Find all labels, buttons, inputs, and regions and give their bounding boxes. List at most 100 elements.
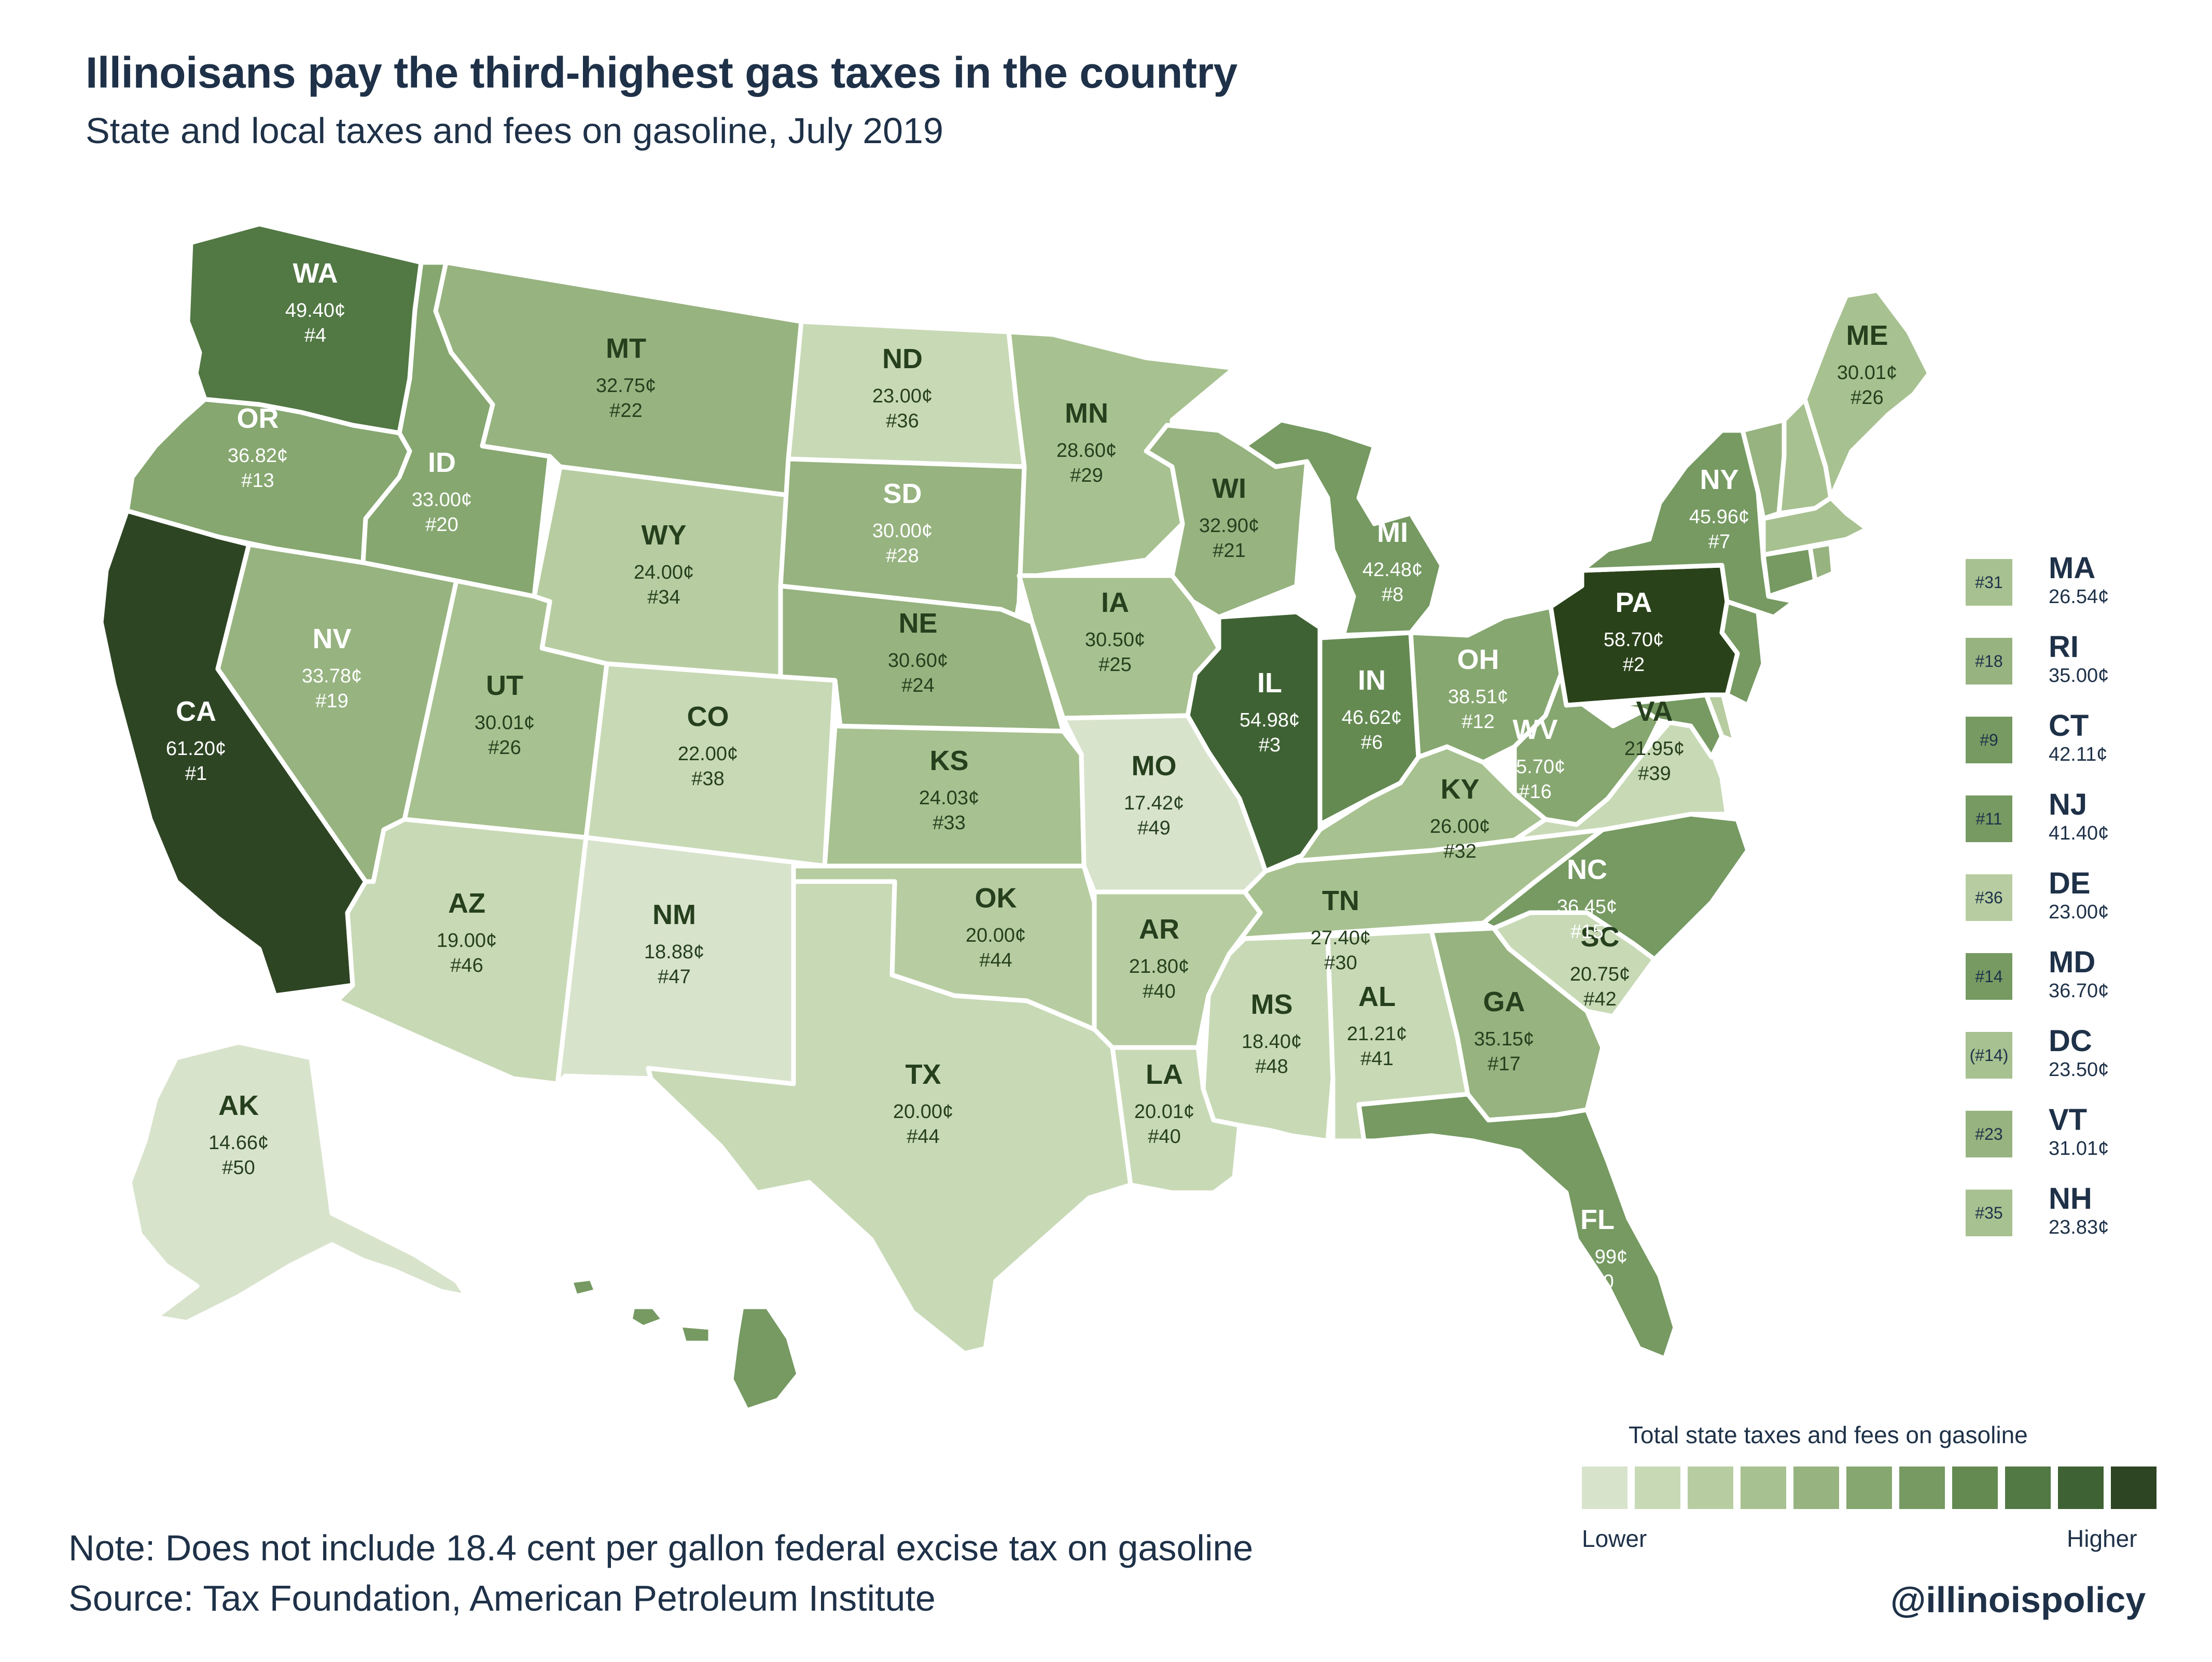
small-state-row: #14 MD 36.70¢ <box>1966 944 2183 1023</box>
small-state-value: 41.40¢ <box>2049 822 2109 844</box>
state-value-sc: 20.75¢ <box>1570 963 1630 985</box>
state-rank-ks: #33 <box>933 812 965 834</box>
state-rank-ga: #17 <box>1487 1053 1520 1075</box>
state-label-hi: HI <box>641 1336 669 1367</box>
legend-swatch <box>1635 1467 1680 1509</box>
small-state-abbr: CT <box>2049 709 2089 743</box>
state-value-mn: 28.60¢ <box>1056 440 1117 462</box>
legend-swatch <box>1899 1467 1945 1509</box>
state-value-ca: 61.20¢ <box>166 738 226 760</box>
state-il <box>1185 609 1323 874</box>
state-value-ky: 26.00¢ <box>1430 816 1490 837</box>
small-state-swatch: (#14) <box>1966 1032 2012 1079</box>
state-label-wv: WV <box>1513 714 1558 745</box>
state-label-pa: PA <box>1615 587 1652 618</box>
legend-swatch <box>1688 1467 1733 1509</box>
state-rank-ak: #50 <box>222 1157 255 1179</box>
legend-swatch <box>1741 1467 1786 1509</box>
small-states-list: #31 MA 26.54¢ #18 RI 35.00¢ #9 CT 42.11¢… <box>1966 550 2183 1259</box>
state-label-ky: KY <box>1440 774 1479 805</box>
footnote: Note: Does not include 18.4 cent per gal… <box>68 1528 1254 1568</box>
small-state-abbr: RI <box>2049 630 2079 664</box>
small-state-swatch: #31 <box>1966 559 2012 606</box>
state-value-ms: 18.40¢ <box>1242 1031 1302 1053</box>
state-value-mo: 17.42¢ <box>1124 792 1184 814</box>
state-value-nd: 23.00¢ <box>872 385 933 407</box>
state-rank-ne: #24 <box>901 675 934 696</box>
state-label-il: IL <box>1257 667 1282 699</box>
state-rank-mn: #29 <box>1070 465 1103 486</box>
legend-swatch <box>1582 1467 1627 1509</box>
state-value-tx: 20.00¢ <box>893 1101 953 1123</box>
state-label-ny: NY <box>1700 464 1738 495</box>
state-rank-tn: #30 <box>1324 952 1357 974</box>
state-rank-nm: #47 <box>658 966 690 988</box>
state-value-hi: 48.25¢ <box>624 1378 685 1400</box>
state-rank-sd: #28 <box>886 545 919 567</box>
state-label-mi: MI <box>1377 517 1408 548</box>
state-label-mo: MO <box>1132 750 1177 781</box>
state-la <box>1110 1045 1242 1195</box>
small-state-abbr: NH <box>2049 1182 2092 1216</box>
state-value-ne: 30.60¢ <box>888 650 948 672</box>
state-label-tx: TX <box>905 1059 941 1090</box>
state-label-ks: KS <box>929 745 968 776</box>
legend-low-label: Lower <box>1582 1525 1647 1552</box>
source-line: Source: Tax Foundation, American Petrole… <box>68 1578 936 1618</box>
state-rank-in: #6 <box>1361 732 1383 753</box>
state-label-in: IN <box>1358 665 1386 696</box>
state-label-la: LA <box>1146 1059 1183 1090</box>
state-label-tn: TN <box>1322 885 1359 916</box>
state-label-fl: FL <box>1580 1204 1615 1235</box>
social-handle: @illinoispolicy <box>1890 1580 2146 1620</box>
state-value-oh: 38.51¢ <box>1448 686 1508 708</box>
state-label-ut: UT <box>486 670 523 701</box>
state-label-oh: OH <box>1457 644 1499 675</box>
state-rank-mo: #49 <box>1137 817 1170 839</box>
state-rank-tx: #44 <box>907 1126 939 1148</box>
small-state-row: #23 VT 31.01¢ <box>1966 1101 2183 1180</box>
state-value-nm: 18.88¢ <box>644 941 704 963</box>
state-wi <box>1144 423 1310 620</box>
state-label-ia: IA <box>1101 587 1129 618</box>
legend-swatch <box>2111 1467 2157 1509</box>
small-state-abbr: VT <box>2049 1103 2088 1137</box>
state-label-or: OR <box>237 403 279 434</box>
state-rank-nv: #19 <box>315 690 348 712</box>
legend-scale <box>1582 1467 2157 1509</box>
state-label-sd: SD <box>883 478 922 509</box>
state-value-wi: 32.90¢ <box>1199 515 1259 537</box>
state-rank-hi: #5 <box>644 1403 665 1425</box>
state-rank-ms: #48 <box>1255 1056 1288 1078</box>
legend-swatch <box>2058 1467 2104 1509</box>
state-value-ar: 21.80¢ <box>1129 956 1189 977</box>
state-value-nv: 33.78¢ <box>302 665 362 687</box>
state-label-va: VA <box>1636 696 1673 727</box>
state-label-ak: AK <box>218 1090 259 1121</box>
state-rank-ar: #40 <box>1143 981 1175 1002</box>
state-label-mt: MT <box>606 333 646 364</box>
state-rank-sc: #42 <box>1583 988 1616 1010</box>
legend-swatch <box>2005 1467 2051 1509</box>
state-value-mt: 32.75¢ <box>596 375 656 397</box>
state-value-ak: 14.66¢ <box>208 1132 269 1154</box>
state-value-id: 33.00¢ <box>412 489 472 511</box>
small-state-value: 31.01¢ <box>2049 1138 2109 1160</box>
state-value-wv: 35.70¢ <box>1505 756 1565 778</box>
small-state-row: #31 MA 26.54¢ <box>1966 550 2183 629</box>
state-rank-wa: #4 <box>304 325 326 346</box>
state-hi <box>568 1276 801 1413</box>
state-label-wa: WA <box>293 258 338 289</box>
legend-title: Total state taxes and fees on gasoline <box>1629 1421 2028 1448</box>
state-label-nv: NV <box>312 623 351 654</box>
state-label-co: CO <box>687 701 729 732</box>
state-rank-mi: #8 <box>1382 584 1403 606</box>
small-state-swatch: #18 <box>1966 638 2012 685</box>
state-rank-fl: #10 <box>1581 1271 1613 1293</box>
state-co <box>583 661 838 869</box>
map-title: Illinoisans pay the third-highest gas ta… <box>86 48 1237 97</box>
small-state-row: #11 NJ 41.40¢ <box>1966 786 2183 865</box>
small-state-value: 23.83¢ <box>2049 1217 2109 1238</box>
small-state-swatch: #9 <box>1966 717 2012 763</box>
